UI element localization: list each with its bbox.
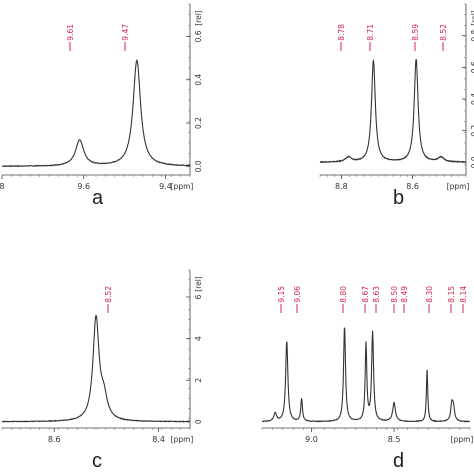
y-tick-label-c: 2 bbox=[194, 378, 203, 383]
x-tick-label-b: 8.8 bbox=[335, 182, 348, 191]
x-tick-label-a: 8 bbox=[0, 182, 5, 191]
peak-label-d: 8.49 bbox=[400, 286, 409, 303]
y-tick-label-c: 6 bbox=[194, 294, 203, 299]
y-tick-label-a: 0.6 bbox=[194, 30, 203, 42]
x-tick-label-a: 9.4 bbox=[159, 182, 172, 191]
y-tick-label-b: 0.0 bbox=[470, 156, 474, 168]
peak-label-b: 8.71 bbox=[366, 24, 375, 41]
y-axis-label-b: [rel] bbox=[470, 10, 474, 26]
peak-label-d: 9.15 bbox=[277, 286, 286, 303]
peak-label-d: 8.67 bbox=[361, 286, 370, 303]
y-tick-label-c: 0 bbox=[194, 419, 203, 424]
y-tick-label-c: 4 bbox=[194, 336, 203, 341]
peak-label-d: 8.80 bbox=[339, 286, 348, 303]
panel-label-b: b bbox=[393, 187, 405, 209]
peak-label-b: 8.52 bbox=[439, 24, 448, 41]
panel-b: 8.8 8.6 [ppm] 0.0 0.2 0.4 0.6 0.8 [rel] 8.78 8.71 8… bbox=[319, 3, 474, 191]
peak-label-d: 8.63 bbox=[372, 286, 381, 303]
x-axis-label-b: [ppm] bbox=[447, 182, 470, 191]
peak-label-c: 8.52 bbox=[104, 286, 113, 303]
y-tick-label-a: 0.0 bbox=[194, 160, 203, 172]
peak-label-d: 8.50 bbox=[390, 286, 399, 303]
x-axis-label-d: [ppm] bbox=[451, 435, 474, 444]
panel-d: 9.0 8.5 [ppm] 9.15 9.06 8.80 8.67 8.63 8.50 8.49 8… bbox=[261, 286, 474, 444]
x-tick-label-b: 8.6 bbox=[406, 182, 419, 191]
y-tick-label-a: 0.2 bbox=[194, 117, 203, 129]
peak-label-a: 9.61 bbox=[66, 24, 75, 41]
y-axis-label-c: [rel] bbox=[194, 276, 203, 292]
y-tick-label-b: 0.4 bbox=[470, 93, 474, 105]
spectrum-line-d bbox=[261, 327, 471, 423]
x-tick-label-c: 8.6 bbox=[48, 435, 61, 444]
spectrum-line-c bbox=[1, 314, 191, 423]
panel-label-c: c bbox=[92, 450, 102, 472]
x-tick-label-d: 8.5 bbox=[388, 435, 401, 444]
y-tick-label-b: 0.8 bbox=[470, 29, 474, 41]
peak-label-d: 8.30 bbox=[425, 286, 434, 303]
x-axis-label-a: [ppm] bbox=[171, 182, 194, 191]
x-tick-label-a: 9.6 bbox=[77, 182, 90, 191]
peak-label-d: 8.15 bbox=[447, 286, 456, 303]
peak-label-a: 9.47 bbox=[121, 24, 130, 41]
y-tick-label-b: 0.2 bbox=[470, 124, 474, 136]
y-tick-label-b: 0.6 bbox=[470, 61, 474, 73]
y-tick-label-a: 0.4 bbox=[194, 74, 203, 86]
spectrum-line-b bbox=[319, 58, 467, 164]
panel-c: 8.6 8.4 [ppm] 0 2 4 6 [rel] 8.52 bbox=[1, 269, 203, 444]
peak-label-d: 8.14 bbox=[459, 286, 468, 303]
peak-label-b: 8.59 bbox=[411, 24, 420, 41]
spectrum-line-a bbox=[1, 59, 191, 168]
panel-label-a: a bbox=[92, 187, 104, 209]
x-axis-label-c: [ppm] bbox=[171, 435, 194, 444]
peak-label-d: 9.06 bbox=[293, 286, 302, 303]
panel-label-d: d bbox=[393, 450, 405, 472]
panel-a: 8 9.6 9.4[ppm] 0.0 0.2 0.4 0.6 [rel] 9.61 9.47 bbox=[0, 3, 203, 191]
x-tick-label-c: 8.4 bbox=[152, 435, 165, 444]
x-tick-label-d: 9.0 bbox=[305, 435, 318, 444]
peak-label-b: 8.78 bbox=[337, 24, 346, 41]
y-axis-label-a: [rel] bbox=[194, 10, 203, 26]
